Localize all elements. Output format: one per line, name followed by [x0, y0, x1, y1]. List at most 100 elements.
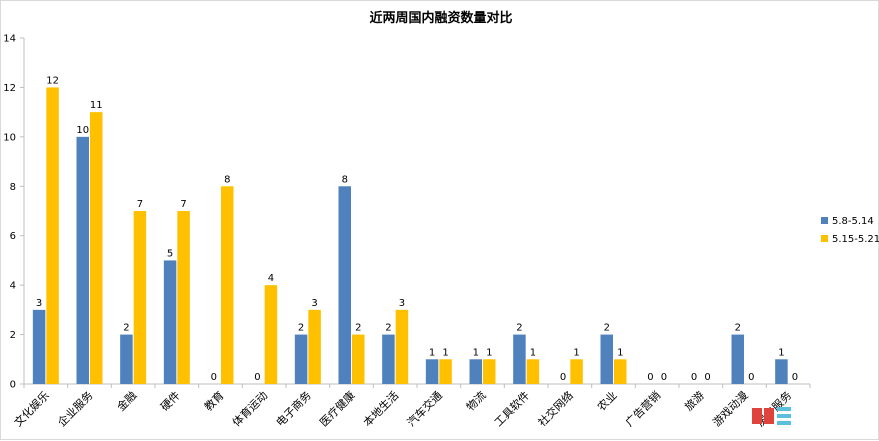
bar-series1 — [425, 359, 439, 384]
y-tick-label: 12 — [3, 83, 16, 94]
y-tick-label: 6 — [10, 231, 16, 242]
bar-series2 — [308, 309, 321, 384]
bar-series2 — [221, 186, 234, 384]
x-category-label: 物流 — [463, 388, 488, 413]
x-category-label: 汽车交通 — [404, 388, 445, 429]
bar-series2 — [526, 359, 540, 384]
data-label-series1: 5 — [167, 248, 173, 259]
data-label-series2: 0 — [792, 372, 798, 383]
data-label-series2: 12 — [46, 75, 59, 86]
bar-series1 — [163, 260, 177, 384]
bar-series1 — [120, 334, 133, 384]
data-label-series1: 0 — [647, 372, 653, 383]
data-label-series1: 10 — [76, 125, 89, 136]
data-label-series2: 8 — [224, 174, 230, 185]
x-category-label: 农业 — [594, 388, 619, 413]
legend-swatch — [821, 217, 828, 224]
x-category-label: 企业服务 — [55, 388, 96, 429]
y-tick-label: 0 — [10, 380, 16, 391]
data-label-series1: 2 — [385, 323, 391, 334]
data-label-series2: 0 — [704, 372, 710, 383]
data-label-series2: 1 — [486, 347, 492, 358]
data-label-series2: 11 — [90, 100, 103, 111]
bar-series2 — [46, 87, 59, 384]
bar-series2 — [439, 359, 452, 384]
data-label-series1: 2 — [516, 323, 522, 334]
legend-entry: 5.15-5.21 — [832, 234, 879, 245]
x-category-label: 文化娱乐 — [11, 388, 52, 429]
legend-entry: 5.8-5.14 — [832, 216, 874, 227]
legend: 5.8-5.14 5.15-5.21 — [821, 216, 879, 245]
data-label-series1: 8 — [342, 174, 348, 185]
x-category-label: 广告营销 — [622, 388, 663, 429]
y-tick-label: 4 — [10, 281, 16, 292]
y-axis: 0 2 4 6 8 10 12 14 — [3, 34, 25, 391]
bar-series2 — [133, 211, 147, 384]
x-category-label: 游戏动漫 — [710, 388, 751, 429]
y-tick-label: 10 — [3, 132, 16, 143]
data-label-series2: 0 — [748, 372, 754, 383]
data-label-series1: 1 — [473, 347, 479, 358]
x-category-label: 工具软件 — [491, 388, 532, 429]
data-label-series2: 3 — [311, 298, 317, 309]
bar-series1 — [338, 186, 351, 384]
bar-series1 — [382, 334, 395, 384]
data-label-series2: 1 — [530, 347, 536, 358]
data-label-series1: 2 — [735, 323, 741, 334]
data-label-series2: 2 — [355, 323, 361, 334]
bar-series2 — [614, 359, 627, 384]
data-label-series1: 2 — [298, 323, 304, 334]
data-label-series1: 1 — [778, 347, 784, 358]
y-tick-label: 8 — [10, 182, 16, 193]
bar-series1 — [731, 334, 744, 384]
x-axis: 文化娱乐 企业服务 金融 硬件 教育 体育运动 电子商务 医疗健康 本地生活 汽车交通 物流 工具软件… — [11, 383, 811, 429]
chart-title: 近两周国内融资数量对比 — [369, 10, 512, 26]
x-category-label: 电子商务 — [273, 388, 314, 429]
x-category-label: 体育运动 — [229, 388, 270, 429]
bar-series1 — [775, 359, 788, 384]
x-category-label: 旅游 — [681, 388, 706, 413]
y-tick-label: 14 — [3, 34, 16, 45]
data-label-series1: 0 — [560, 372, 566, 383]
bar-series2 — [483, 359, 496, 384]
bar-series2 — [570, 359, 583, 384]
bar-series1 — [294, 334, 308, 384]
data-label-series2: 0 — [661, 372, 667, 383]
data-label-series1: 0 — [254, 372, 260, 383]
x-category-label: 硬件 — [158, 389, 183, 414]
data-label-series1: 1 — [429, 347, 435, 358]
data-label-series1: 0 — [211, 372, 217, 383]
x-category-label: 教育 — [201, 388, 226, 413]
data-label-series1: 2 — [604, 323, 610, 334]
data-label-series2: 4 — [268, 273, 274, 284]
data-label-series2: 1 — [573, 347, 579, 358]
bar-series2 — [177, 211, 190, 384]
data-label-series1: 2 — [123, 323, 129, 334]
bar-series1 — [600, 334, 613, 384]
data-label-series2: 7 — [180, 199, 186, 210]
data-label-series1: 0 — [691, 372, 697, 383]
data-label-series2: 1 — [442, 347, 448, 358]
bar-series2 — [352, 334, 365, 384]
y-tick-label: 2 — [10, 330, 16, 341]
x-category-label: 医疗健康 — [317, 388, 358, 429]
x-category-label: 社交网络 — [535, 388, 576, 429]
data-label-series1: 3 — [36, 298, 42, 309]
watermark-logo — [752, 407, 791, 425]
bar-series1 — [469, 359, 482, 384]
bar-series1 — [513, 334, 526, 384]
bar-series1 — [76, 136, 89, 384]
data-label-series2: 1 — [617, 347, 623, 358]
bar-series2 — [264, 285, 278, 384]
bar-series2 — [90, 112, 103, 385]
legend-swatch — [821, 235, 828, 242]
data-label-series2: 7 — [137, 199, 143, 210]
bar-series1 — [32, 309, 46, 384]
bar-series2 — [395, 309, 409, 384]
x-category-label: 金融 — [114, 388, 139, 413]
x-category-label: 本地生活 — [360, 388, 401, 429]
data-label-series2: 3 — [399, 298, 405, 309]
